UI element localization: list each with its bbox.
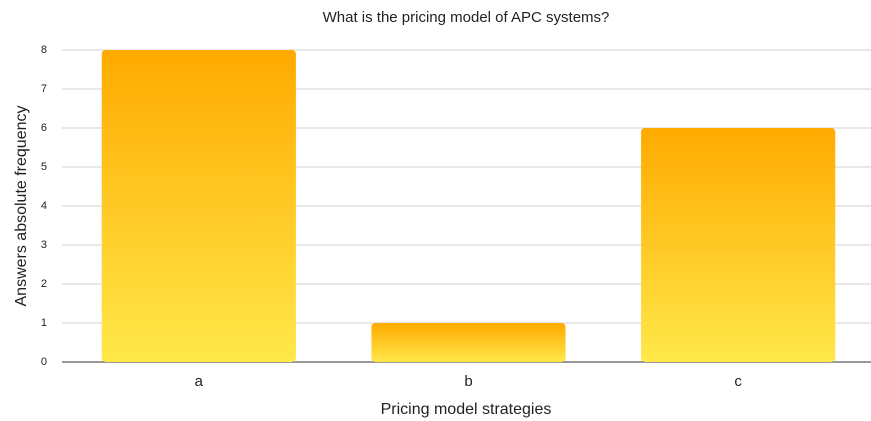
x-tick-label: a — [195, 373, 204, 390]
y-tick-label: 4 — [41, 200, 47, 212]
y-tick-label: 7 — [41, 83, 47, 95]
bar — [101, 50, 296, 362]
y-tick-label: 2 — [41, 278, 47, 290]
y-tick-label: 1 — [41, 317, 47, 329]
x-tick-label: b — [464, 373, 472, 390]
chart-title: What is the pricing model of APC systems… — [323, 9, 610, 26]
bar — [371, 323, 566, 362]
x-axis-label: Pricing model strategies — [381, 401, 552, 418]
y-tick-label: 8 — [41, 44, 47, 56]
x-tick-label: c — [734, 373, 742, 390]
y-axis-label: Answers absolute frequency — [13, 106, 30, 307]
y-tick-label: 5 — [41, 161, 47, 173]
y-tick-label: 3 — [41, 239, 47, 251]
y-tick-label: 0 — [41, 356, 47, 368]
y-tick-label: 6 — [41, 122, 47, 134]
bar — [641, 128, 836, 362]
